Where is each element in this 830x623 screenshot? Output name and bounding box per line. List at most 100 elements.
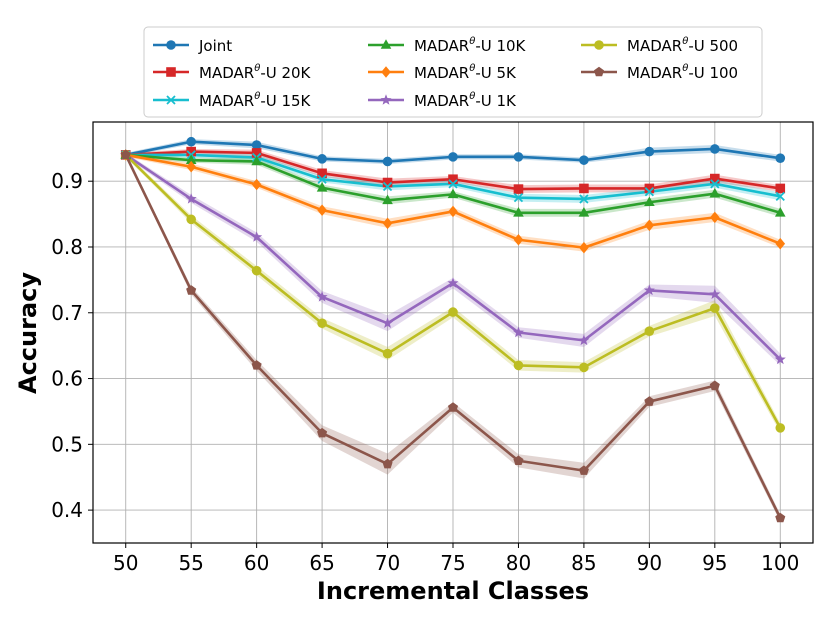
legend-label-superscript: θ — [469, 36, 475, 47]
point-madar-u-500 — [775, 423, 786, 433]
point-madar-u-100 — [709, 380, 720, 391]
legend-label-suffix: -U 5K — [475, 64, 517, 82]
legend-marker-madar-u-5k — [381, 66, 391, 78]
point-joint — [513, 152, 524, 162]
point-madar-u-10k — [447, 188, 459, 199]
point-madar-u-20k — [513, 184, 524, 194]
point-madar-u-10k — [382, 194, 393, 205]
legend-label-joint: Joint — [198, 37, 232, 55]
point-joint — [251, 140, 262, 150]
legend-label-superscript: θ — [682, 63, 688, 74]
point-joint — [710, 144, 720, 154]
legend-marker-madar-u-1k — [380, 94, 392, 105]
point-madar-u-1k — [578, 334, 590, 346]
legend-label-superscript: θ — [469, 91, 475, 102]
legend-label-main: MADAR — [199, 64, 254, 82]
legend-marker-madar-u-20k — [166, 67, 176, 77]
point-madar-u-500 — [513, 360, 524, 371]
point-madar-u-100 — [382, 458, 393, 469]
legend-label-madar-u-5k: MADARθ-U 5K — [414, 63, 517, 82]
point-joint — [186, 136, 196, 147]
point-joint — [579, 155, 589, 165]
point-madar-u-15k — [448, 179, 458, 189]
band-madar-u-100 — [125, 152, 781, 522]
legend-label-main: MADAR — [414, 37, 469, 55]
x-tick-label: 85 — [571, 551, 596, 575]
point-madar-u-1k — [185, 193, 197, 204]
legend-marker-madar-u-100 — [593, 66, 605, 77]
x-tick-label: 75 — [440, 551, 465, 575]
point-madar-u-500 — [644, 326, 655, 336]
series-markers — [120, 136, 786, 523]
x-tick-label: 100 — [761, 551, 799, 575]
legend-label-superscript: θ — [682, 36, 688, 47]
point-madar-u-5k — [251, 178, 262, 191]
point-madar-u-100 — [578, 465, 589, 475]
point-madar-u-10k — [316, 181, 328, 192]
point-joint — [448, 152, 458, 162]
legend-label-suffix: -U 1K — [475, 92, 517, 110]
point-madar-u-20k — [448, 174, 458, 185]
x-tick-label: 95 — [702, 551, 727, 575]
point-madar-u-10k — [578, 206, 590, 217]
point-madar-u-1k — [709, 288, 721, 300]
y-tick-label: 0.8 — [51, 235, 83, 259]
point-madar-u-10k — [709, 187, 721, 198]
point-madar-u-10k — [185, 154, 197, 164]
point-madar-u-1k — [643, 284, 655, 296]
point-madar-u-20k — [317, 168, 327, 179]
x-tick-label: 65 — [309, 551, 334, 575]
x-tick-label: 50 — [113, 551, 138, 575]
point-madar-u-100 — [251, 360, 262, 370]
x-axis-title: Incremental Classes — [317, 577, 589, 605]
band-madar-u-1k — [125, 152, 781, 366]
point-joint — [775, 153, 786, 163]
point-madar-u-20k — [775, 183, 786, 194]
y-tick-label: 0.9 — [51, 169, 83, 193]
point-madar-u-5k — [579, 241, 589, 254]
legend-label-main: Joint — [198, 37, 232, 55]
point-madar-u-15k — [317, 174, 327, 184]
point-madar-u-100 — [513, 455, 524, 466]
point-madar-u-1k — [251, 231, 263, 242]
legend-marker-joint — [166, 40, 176, 50]
point-madar-u-5k — [448, 205, 458, 218]
point-madar-u-500 — [448, 307, 458, 317]
legend-label-madar-u-100: MADARθ-U 100 — [627, 63, 738, 82]
point-madar-u-20k — [644, 183, 655, 194]
y-tick-label: 0.5 — [51, 432, 83, 456]
point-madar-u-5k — [186, 160, 196, 173]
legend-label-superscript: θ — [469, 63, 475, 74]
point-madar-u-5k — [317, 204, 327, 216]
legend-marker-madar-u-10k — [380, 39, 392, 49]
point-madar-u-100 — [644, 396, 655, 406]
legend-label-superscript: θ — [254, 91, 260, 102]
y-tick-label: 0.6 — [51, 367, 83, 391]
legend-label-main: MADAR — [627, 37, 682, 55]
legend-label-suffix: -U 20K — [260, 64, 311, 82]
point-madar-u-5k — [644, 219, 655, 232]
legend-label-superscript: θ — [254, 63, 260, 74]
legend-label-main: MADAR — [414, 92, 469, 110]
point-madar-u-500 — [382, 348, 393, 359]
point-madar-u-1k — [447, 277, 459, 288]
legend-label-suffix: -U 100 — [688, 64, 738, 82]
y-axis-title: Accuracy — [14, 272, 42, 394]
point-madar-u-10k — [644, 196, 655, 207]
point-madar-u-20k — [382, 177, 393, 188]
point-madar-u-15k — [775, 191, 785, 201]
x-tick-label: 55 — [178, 551, 203, 575]
legend-label-suffix: -U 10K — [475, 37, 526, 55]
point-madar-u-500 — [317, 318, 327, 329]
legend-label-madar-u-10k: MADARθ-U 10K — [414, 36, 527, 55]
legend-label-madar-u-15k: MADARθ-U 15K — [199, 91, 312, 110]
point-madar-u-5k — [382, 217, 393, 230]
point-madar-u-500 — [710, 303, 720, 313]
point-joint — [382, 156, 393, 167]
y-tick-label: 0.7 — [51, 301, 83, 325]
point-madar-u-15k — [513, 193, 524, 203]
point-madar-u-10k — [513, 206, 524, 217]
point-madar-u-100 — [120, 149, 131, 160]
